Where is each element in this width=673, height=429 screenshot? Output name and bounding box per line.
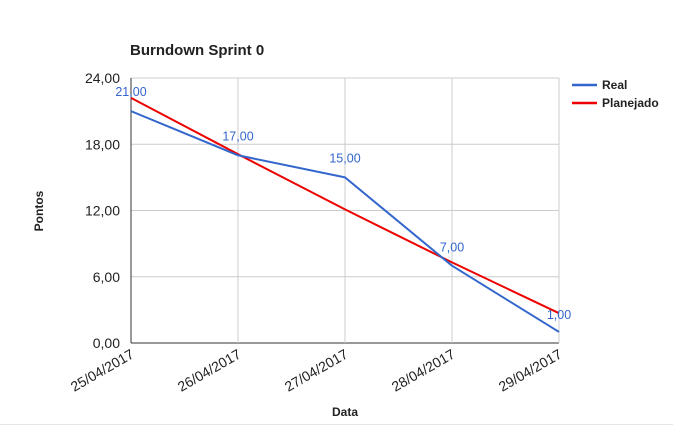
x-tick-label: 25/04/2017 [68,346,137,395]
legend: Real Planejado [572,78,659,110]
data-label: 15,00 [329,151,360,165]
x-tick-label: 26/04/2017 [175,346,244,395]
x-axis-ticks: 25/04/2017 26/04/2017 27/04/2017 28/04/2017… [68,346,565,395]
y-tick-label: 0,00 [93,335,120,351]
x-tick-label: 27/04/2017 [282,346,351,395]
y-tick-label: 18,00 [85,136,120,152]
y-tick-label: 12,00 [85,203,120,219]
grid [130,77,560,344]
y-axis-ticks: 0,00 6,00 12,00 18,00 24,00 [85,70,120,351]
data-label: 7,00 [440,241,464,255]
data-label: 1,00 [547,308,571,322]
y-tick-label: 6,00 [93,269,120,285]
series-line-real [130,110,560,333]
series-line-planejado [130,96,560,315]
y-axis-title: Pontos [32,190,46,231]
chart-title: Burndown Sprint 0 [130,42,264,59]
data-label: 21,00 [115,85,146,99]
x-tick-label: 29/04/2017 [496,346,565,395]
legend-label: Planejado [602,96,659,110]
data-label: 17,00 [222,129,253,143]
legend-label: Real [602,78,627,92]
x-tick-label: 28/04/2017 [389,346,458,395]
footer-strip [0,424,673,429]
series-lines [130,96,560,333]
y-tick-label: 24,00 [85,70,120,86]
data-labels: 21,00 17,00 15,00 7,00 1,00 [115,85,571,322]
x-axis-title: Data [332,405,358,419]
